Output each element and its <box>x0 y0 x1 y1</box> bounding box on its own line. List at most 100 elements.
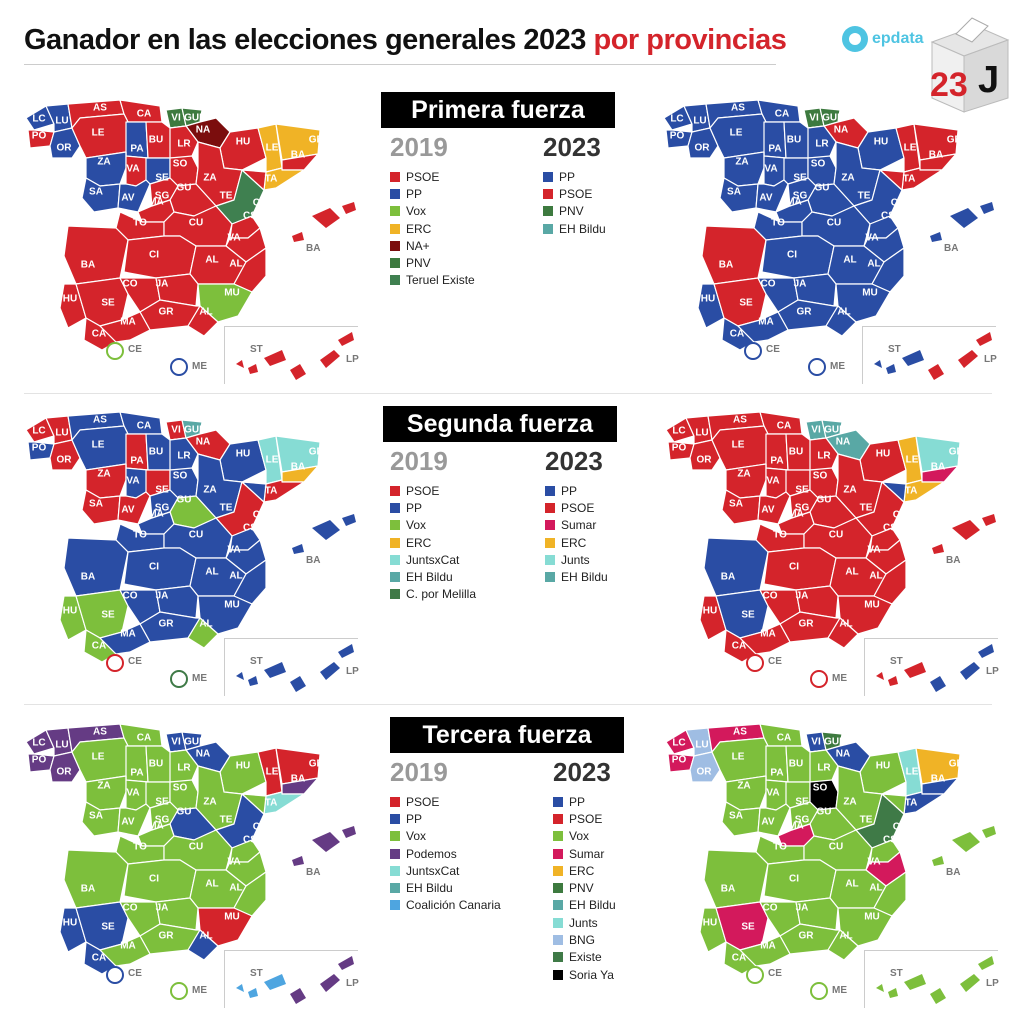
legend-primera-2019: 2019 PSOE PP Vox ERC NA+ PNV Teruel Existe <box>390 132 475 289</box>
heading-tercera-fuerza: Tercera fuerza <box>390 717 624 753</box>
map-tercera-fuerza-2019: LC LU PO OR AS CA VI GUI NA LE PA BU LR HU LE GE BA TA ZA V… <box>20 712 360 1012</box>
province-label: CA <box>729 328 745 340</box>
melilla-marker <box>170 982 188 1000</box>
heading-primera-fuerza: Primera fuerza <box>381 92 615 128</box>
legend-swatch <box>553 969 563 980</box>
province-label: VA <box>766 475 780 487</box>
province-hu-a <box>59 283 87 329</box>
province-label: LE <box>905 766 919 778</box>
legend-label: PP <box>561 483 578 498</box>
province-label: LR <box>177 138 191 150</box>
province-label: MA <box>148 196 164 208</box>
province-label: HU <box>235 448 251 460</box>
province-ci <box>763 859 837 903</box>
legend-item: Vox <box>553 828 616 845</box>
legend-label: PP <box>559 169 576 184</box>
ceuta-marker <box>744 342 762 360</box>
province-label: OR <box>56 454 72 466</box>
province-label: LU <box>55 739 69 751</box>
province-label: VA <box>766 787 780 799</box>
las-palmas-label: LP <box>986 978 999 989</box>
province-label: ZA <box>203 484 217 496</box>
province-al-a <box>873 871 907 917</box>
province-ba <box>703 849 769 909</box>
province-ci <box>123 859 197 903</box>
province-label: OR <box>696 766 712 778</box>
legend-swatch <box>390 258 400 269</box>
province-label: NA <box>835 748 851 760</box>
legend-year: 2019 <box>390 132 448 162</box>
province-hu-a <box>697 283 725 329</box>
province-label: GU <box>816 806 832 818</box>
island-ibiza <box>930 232 942 242</box>
province-label: ZA <box>737 468 751 480</box>
province-label: JA <box>795 590 809 602</box>
legend-item: PNV <box>390 254 475 271</box>
legend-label: PSOE <box>406 483 440 498</box>
island-gomera <box>248 988 258 998</box>
province-label: ZA <box>841 172 855 184</box>
province-al-a <box>873 559 907 605</box>
province-al-m <box>827 617 859 649</box>
province-label: HU <box>875 760 891 772</box>
legend-swatch <box>390 223 400 234</box>
province-label: VA <box>764 163 778 175</box>
province-label: SE <box>793 172 807 184</box>
province-ci <box>763 547 837 591</box>
legend-swatch <box>390 188 400 199</box>
legend-swatch <box>390 275 400 286</box>
province-label: CA <box>776 732 792 744</box>
province-ba <box>703 537 769 597</box>
legend-label: ERC <box>406 221 432 236</box>
island-ibiza <box>292 232 304 242</box>
province-label: SG <box>154 190 170 202</box>
island-fuerteventura <box>960 974 980 992</box>
province-label: VA <box>227 544 241 556</box>
map-primera-fuerza-2019: LC LU PO OR AS CA VI GUI NA LE PA BU LR HU LE GE BA TA ZA V… <box>20 88 360 388</box>
legend-label: EH Bildu <box>406 570 453 585</box>
province-label: GR <box>798 930 814 942</box>
legend-item: Existe <box>553 949 616 966</box>
legend-label: PP <box>569 794 586 809</box>
map-svg <box>25 723 356 1004</box>
legend-label: Soria Ya <box>569 967 614 982</box>
province-label: CA <box>731 952 747 964</box>
province-label: AS <box>733 414 747 426</box>
province-label: NA <box>835 436 851 448</box>
balearic-label: BA <box>306 867 321 878</box>
legend-item: JuntsxCat <box>390 551 476 568</box>
legend-item: Soria Ya <box>553 966 616 983</box>
canary-inset-frame <box>862 326 996 384</box>
province-label: HU <box>700 293 716 305</box>
island-lanzarote <box>338 644 354 658</box>
map-svg <box>665 411 996 692</box>
legend-item: Vox <box>390 203 475 220</box>
legend-swatch <box>543 206 553 217</box>
island-menorca <box>980 202 994 214</box>
province-label: HU <box>235 760 251 772</box>
legend-item: ERC <box>390 534 476 551</box>
province-hu-a <box>699 595 727 641</box>
province-label: CA <box>252 509 268 521</box>
province-label: BU <box>786 134 802 146</box>
section-divider <box>24 704 992 705</box>
island-menorca <box>342 826 356 838</box>
province-label: GUI <box>184 424 202 436</box>
province-label: GU <box>176 182 192 194</box>
province-label: LE <box>731 439 745 451</box>
province-label: GU <box>814 182 830 194</box>
canary-inset-frame <box>864 638 998 696</box>
province-label: HU <box>62 917 78 929</box>
province-label: GR <box>158 930 174 942</box>
province-label: SE <box>795 484 809 496</box>
province-label: SO <box>812 470 828 482</box>
map-tercera-fuerza-2023: LC LU PO OR AS CA VI GUI NA LE PA BU LR HU LE GE BA TA ZA V… <box>660 712 1000 1012</box>
province-label: GE <box>946 134 962 146</box>
province-label: BA <box>80 883 96 895</box>
province-label: ZA <box>97 468 111 480</box>
island-gomera <box>888 676 898 686</box>
legend-label: JuntsxCat <box>406 863 460 878</box>
province-label: CU <box>188 529 204 541</box>
map-svg <box>25 99 356 380</box>
province-label: TE <box>219 814 233 826</box>
